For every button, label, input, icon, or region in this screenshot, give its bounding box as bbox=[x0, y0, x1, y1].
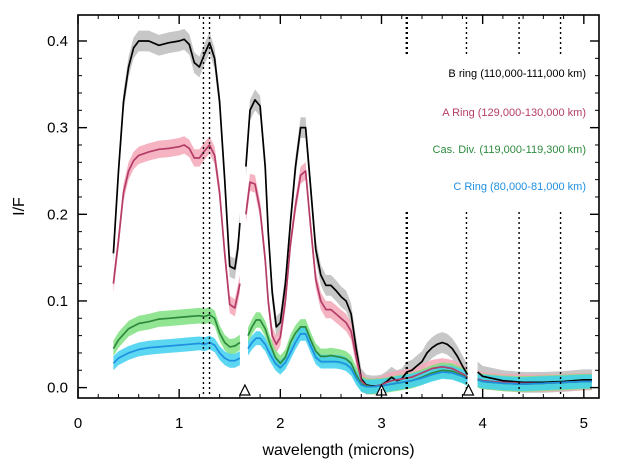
x-tick-label-5: 5 bbox=[580, 415, 588, 432]
legend-entry-0: B ring (110,000-111,000 km) bbox=[448, 68, 586, 80]
legend-entry-3: C Ring (80,000-81,000 km) bbox=[453, 181, 586, 193]
x-tick-label-1: 1 bbox=[175, 415, 183, 432]
line-series-3-seg-0 bbox=[112, 341, 241, 364]
legend-entry-2: Cas. Div. (119,000-119,300 km) bbox=[433, 144, 586, 156]
line-series-1-seg-0 bbox=[112, 144, 241, 309]
y-tick-label-1: 0.1 bbox=[47, 293, 68, 310]
plot-frame bbox=[77, 14, 600, 399]
x-tick-label-4: 4 bbox=[478, 415, 486, 432]
triangle-markers bbox=[238, 383, 475, 396]
line-series-0-seg-0 bbox=[112, 38, 241, 270]
y-axis-ticks: 0.0 0.1 0.2 0.3 0.4 bbox=[47, 33, 599, 397]
band-series-2-seg-0 bbox=[113, 307, 240, 357]
x-tick-label-0: 0 bbox=[74, 415, 82, 432]
triangle-marker-0 bbox=[238, 383, 251, 396]
y-tick-label-0: 0.0 bbox=[47, 380, 68, 397]
legend: B ring (110,000-111,000 km) A Ring (129,0… bbox=[433, 68, 586, 193]
line-series-2-seg-0 bbox=[112, 313, 241, 350]
y-tick-label-3: 0.3 bbox=[47, 120, 68, 137]
line-series-0-seg-1 bbox=[245, 99, 469, 387]
triangle-marker-2 bbox=[462, 383, 475, 396]
x-axis-label: wavelength (microns) bbox=[261, 442, 414, 459]
x-tick-label-3: 3 bbox=[377, 415, 385, 432]
line-series-3-seg-2 bbox=[477, 378, 592, 385]
line-series-0-seg-2 bbox=[477, 371, 592, 384]
y-axis-label: I/F bbox=[11, 197, 28, 216]
vertical-dotted-lines bbox=[202, 17, 562, 396]
legend-entry-1: A Ring (129,000-130,000 km) bbox=[442, 107, 586, 119]
x-tick-label-2: 2 bbox=[276, 415, 284, 432]
series-lines bbox=[112, 38, 592, 388]
y-tick-label-2: 0.2 bbox=[47, 206, 68, 223]
line-series-3-seg-1 bbox=[247, 333, 468, 388]
band-series-3-seg-0 bbox=[113, 335, 240, 371]
line-series-1-seg-1 bbox=[245, 170, 468, 388]
y-tick-label-4: 0.4 bbox=[47, 33, 68, 50]
x-axis-ticks: 0 1 2 3 4 5 bbox=[74, 15, 588, 432]
